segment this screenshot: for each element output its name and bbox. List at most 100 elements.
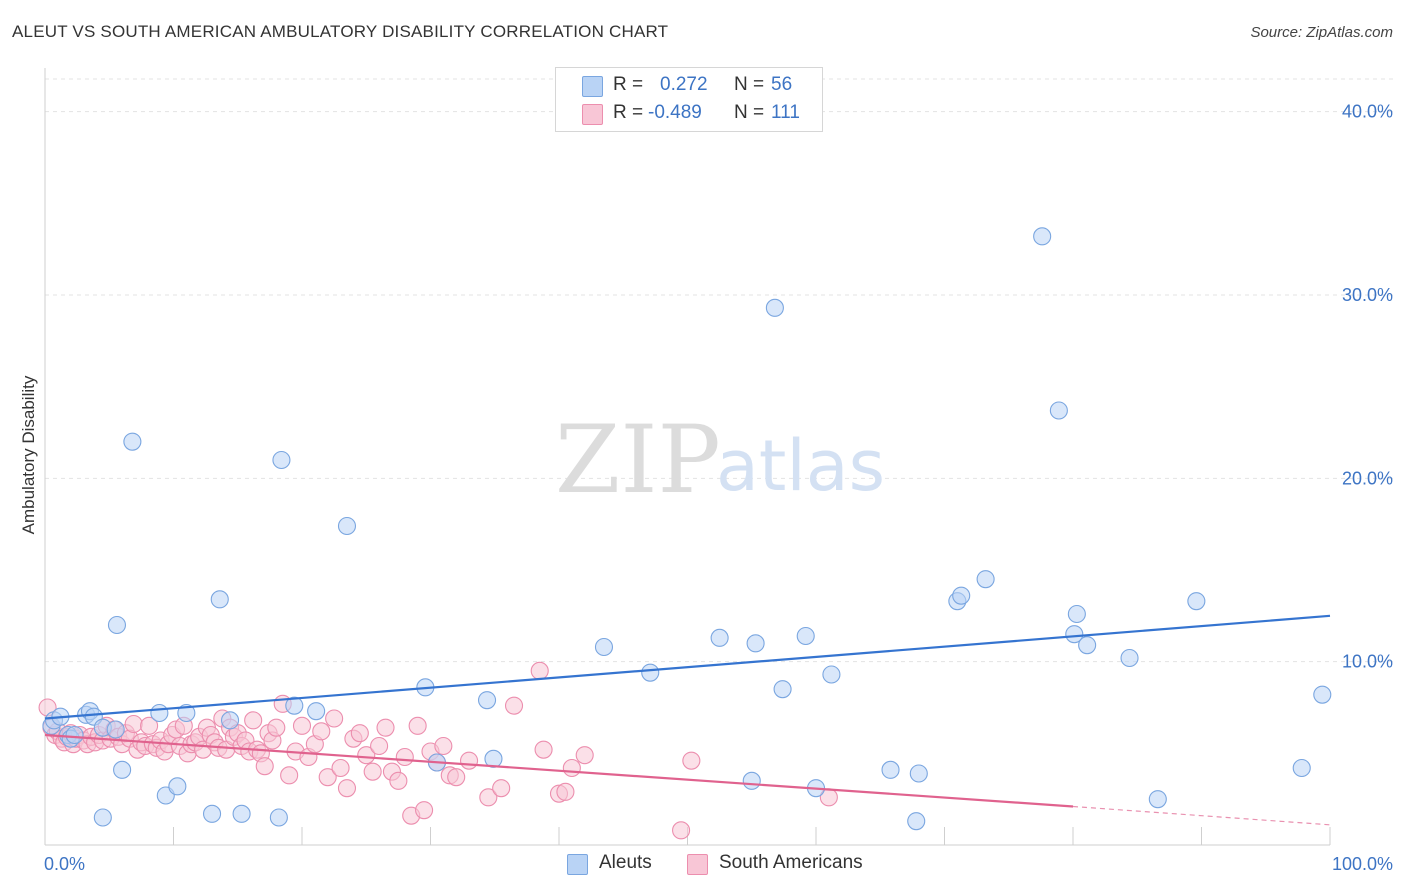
point-aleut [107,615,127,635]
point-south-american [140,716,159,735]
legend-n-label: N = [734,102,765,123]
point-aleut [203,804,222,823]
stats-legend: R = 0.272 N = 56 R = -0.489 N = 111 [555,67,823,132]
point-south-american [504,696,524,715]
point-south-american [534,740,553,759]
point-south-american [492,779,511,798]
point-aleut [113,760,132,779]
point-south-american [255,757,274,776]
point-aleut [976,570,995,589]
legend-r-value: -0.489 [648,102,702,123]
point-south-american [357,746,376,765]
point-south-american [415,801,434,820]
point-south-american [318,768,337,787]
point-aleut [65,725,84,745]
point-south-american [556,782,575,801]
legend-r-label: R = [613,102,644,123]
point-south-american [244,711,263,730]
point-aleut [150,703,169,723]
point-south-american [682,751,701,770]
trendline-south-american [44,733,1074,808]
point-aleut [168,777,187,796]
point-aleut [1049,401,1068,420]
point-south-american [325,709,344,728]
point-aleut [1078,636,1097,655]
point-south-american [370,736,389,756]
point-aleut [773,680,792,699]
y-tick-label: 20.0% [1342,468,1393,488]
point-south-american [350,724,369,743]
legend-swatch-aleut [582,76,603,97]
point-aleut [93,808,112,827]
point-aleut [1065,625,1084,644]
point-south-american [447,768,466,787]
point-aleut [106,720,125,739]
trendline-aleut [44,614,1331,720]
x-tick-label-min: 0.0% [44,854,85,874]
point-aleut [484,749,503,768]
point-south-american [363,762,382,781]
point-aleut [742,771,761,790]
point-south-american [459,751,479,770]
point-aleut [220,711,240,730]
point-aleut [881,760,900,779]
legend-row-south: R = -0.489 N = 111 [556,101,822,129]
point-aleut [765,298,784,317]
point-south-american [337,779,357,798]
legend-swatch-south [582,104,603,125]
point-aleut [1033,227,1052,246]
point-south-american [479,788,498,807]
point-aleut [1292,758,1311,778]
point-aleut [822,665,841,684]
point-south-american [267,718,286,737]
point-aleut [307,702,326,721]
legend-r-value: 0.272 [660,74,708,95]
point-aleut [210,590,229,609]
x-tick-label-max: 100.0% [1332,854,1393,874]
point-south-american [395,747,414,767]
point-aleut [796,626,815,646]
watermark-atlas: atlas [716,425,885,507]
y-tick-label: 30.0% [1342,285,1393,305]
chart-title: ALEUT VS SOUTH AMERICAN AMBULATORY DISAB… [12,22,669,41]
point-aleut [272,450,291,470]
trendline-south-american-extension [1072,805,1331,826]
point-aleut [1313,685,1332,704]
point-south-american [434,736,453,756]
point-south-american [376,718,395,737]
point-south-american [124,714,143,734]
point-aleut [952,586,971,605]
point-south-american [331,758,350,778]
point-south-american [408,716,427,735]
legend-n-value: 111 [771,102,800,123]
point-south-american [280,766,299,785]
y-axis-label: Ambulatory Disability [19,375,38,534]
legend-n-value: 56 [771,74,793,95]
point-aleut [909,764,928,783]
point-south-american [562,758,581,778]
bottom-legend-swatch-south [687,854,708,875]
legend-row-aleut: R = 0.272 N = 56 [556,73,822,101]
point-aleut [1148,790,1167,809]
point-aleut [907,812,926,831]
bottom-legend-label-aleut: Aleuts [599,852,652,873]
point-aleut [177,703,196,723]
point-aleut [594,637,614,657]
point-aleut [285,696,304,715]
point-aleut [123,432,142,451]
legend-r-label: R = [613,74,644,95]
point-south-american [530,661,549,680]
watermark-zip: ZIP [555,406,721,515]
point-aleut [746,634,765,653]
point-south-american [672,821,691,840]
point-south-american [389,771,408,790]
legend-n-label: N = [734,74,765,95]
point-aleut [269,808,288,827]
source-label: Source: ZipAtlas.com [1250,24,1393,41]
point-aleut [232,804,251,823]
point-aleut [1120,648,1139,668]
point-aleut [477,691,497,710]
point-aleut [1067,604,1086,624]
point-aleut [641,663,660,682]
